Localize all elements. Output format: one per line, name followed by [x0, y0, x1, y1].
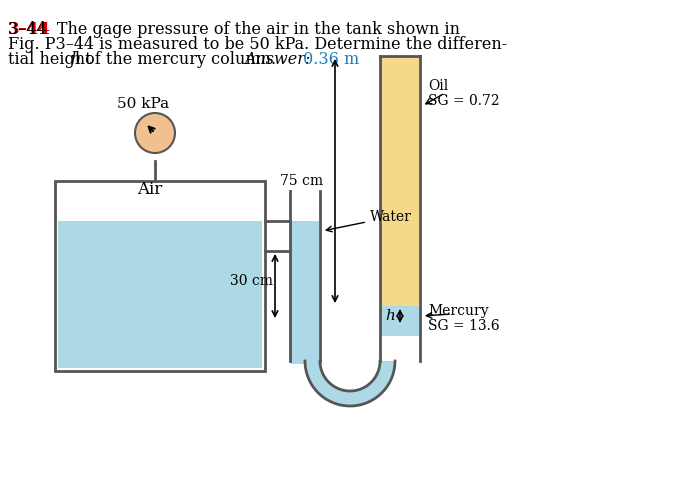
Circle shape: [135, 113, 175, 153]
Text: Mercury: Mercury: [428, 304, 489, 318]
Text: h: h: [70, 51, 80, 68]
Bar: [381, 306, 419, 336]
Text: Air: Air: [137, 181, 162, 198]
Bar: [381, 56, 419, 336]
Text: Fig. P3–44 is measured to be 50 kPa. Determine the differen-: Fig. P3–44 is measured to be 50 kPa. Det…: [8, 36, 507, 53]
Text: tial height: tial height: [8, 51, 97, 68]
Text: 0.36 m: 0.36 m: [298, 51, 359, 68]
Bar: [291, 326, 319, 364]
Text: 3–44: 3–44: [8, 21, 51, 38]
Text: SG = 13.6: SG = 13.6: [428, 319, 500, 333]
Text: Water: Water: [326, 210, 412, 232]
Text: of the mercury column.: of the mercury column.: [80, 51, 281, 68]
Bar: [58, 221, 262, 368]
Text: 50 kPa: 50 kPa: [117, 97, 169, 111]
Text: 3–44  The gage pressure of the air in the tank shown in: 3–44 The gage pressure of the air in the…: [8, 21, 460, 38]
Text: Oil: Oil: [428, 79, 448, 93]
Text: h: h: [385, 309, 395, 323]
Text: 75 cm: 75 cm: [280, 174, 323, 188]
Text: 30 cm: 30 cm: [230, 274, 273, 288]
Polygon shape: [305, 361, 395, 406]
Text: 3–44: 3–44: [8, 21, 49, 38]
Bar: [291, 221, 319, 326]
Bar: [55, 181, 265, 371]
Text: SG = 0.72: SG = 0.72: [428, 94, 500, 108]
Text: Answer:: Answer:: [244, 51, 310, 68]
